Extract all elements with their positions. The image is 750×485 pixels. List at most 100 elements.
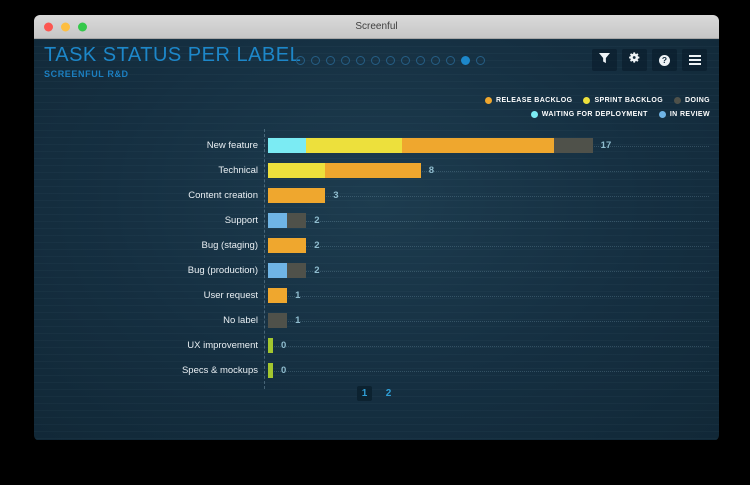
- bar-segment: [287, 263, 307, 278]
- pager-dot[interactable]: [431, 56, 440, 65]
- grid-dotline: [268, 270, 709, 272]
- bar-track: 1: [266, 283, 709, 308]
- legend-dot: [674, 97, 682, 104]
- value-label: 0: [281, 340, 287, 351]
- pager-dot[interactable]: [446, 56, 455, 65]
- bar-segment: [268, 263, 288, 278]
- legend-dot: [583, 97, 591, 104]
- legend-item: WAITING FOR DEPLOYMENT: [530, 111, 648, 118]
- bar-track: 1: [266, 308, 709, 333]
- zoom-button[interactable]: [78, 22, 87, 31]
- menu-button[interactable]: [682, 49, 707, 71]
- category-label: Bug (staging): [201, 240, 258, 251]
- bar-track: 0: [266, 333, 709, 358]
- chart-row: Bug (production) 2: [34, 258, 719, 283]
- legend-item: RELEASE BACKLOG: [485, 97, 572, 104]
- bar-segment: [401, 138, 555, 153]
- stacked-bar: [268, 138, 593, 153]
- chart-row: Technical 8: [34, 158, 719, 183]
- bar-segment: [268, 188, 326, 203]
- grid-dotline: [268, 370, 709, 372]
- bar-track: 3: [266, 183, 709, 208]
- grid-dotline: [268, 295, 709, 297]
- value-label: 2: [314, 240, 320, 251]
- page-title: TASK STATUS PER LABEL: [44, 44, 302, 66]
- value-label: 1: [295, 290, 301, 301]
- chart-row: Specs & mockups 0: [34, 358, 719, 383]
- bar-track: 2: [266, 233, 709, 258]
- category-label: Content creation: [188, 190, 258, 201]
- legend-dot: [658, 111, 666, 118]
- bar-segment: [268, 238, 307, 253]
- category-label: New feature: [206, 140, 258, 151]
- stacked-bar: [268, 338, 273, 353]
- stacked-bar: [268, 188, 326, 203]
- stacked-bar: [268, 163, 421, 178]
- chart-row: Support 2: [34, 208, 719, 233]
- value-label: 3: [333, 190, 339, 201]
- legend: RELEASE BACKLOG SPRINT BACKLOG DOING WAITI…: [485, 97, 710, 125]
- legend-item: SPRINT BACKLOG: [583, 97, 663, 104]
- bar-segment: [287, 213, 307, 228]
- pager-dot[interactable]: [341, 56, 350, 65]
- filter-icon: [599, 51, 610, 69]
- legend-label: WAITING FOR DEPLOYMENT: [541, 111, 648, 118]
- legend-row-2: WAITING FOR DEPLOYMENT IN REVIEW: [485, 111, 710, 118]
- pager-dot[interactable]: [386, 56, 395, 65]
- help-button[interactable]: ?: [652, 49, 677, 71]
- category-label: No label: [223, 315, 258, 326]
- bar-segment: [268, 163, 326, 178]
- value-label: 2: [314, 265, 320, 276]
- pager-dot[interactable]: [476, 56, 485, 65]
- bar-track: 2: [266, 208, 709, 233]
- legend-label: RELEASE BACKLOG: [496, 97, 573, 104]
- value-label: 2: [314, 215, 320, 226]
- chart-row: Content creation 3: [34, 183, 719, 208]
- grid-dotline: [268, 170, 709, 172]
- pager-dot[interactable]: [311, 56, 320, 65]
- legend-label: IN REVIEW: [669, 111, 710, 118]
- zero-marker: [268, 338, 273, 353]
- minimize-button[interactable]: [61, 22, 70, 31]
- grid-dotline: [268, 220, 709, 222]
- bar-segment: [554, 138, 593, 153]
- category-label: User request: [203, 290, 258, 301]
- axis-line: [264, 129, 265, 389]
- bar-segment: [325, 163, 421, 178]
- filter-button[interactable]: [592, 49, 617, 71]
- category-label: Specs & mockups: [181, 365, 258, 376]
- page-button[interactable]: 1: [357, 386, 372, 401]
- stacked-bar: [268, 263, 307, 278]
- pager-dot[interactable]: [371, 56, 380, 65]
- pager-dot[interactable]: [401, 56, 410, 65]
- bar-segment: [268, 138, 307, 153]
- pager-dot[interactable]: [356, 56, 365, 65]
- legend-dot: [530, 111, 538, 118]
- category-label: Bug (production): [187, 265, 258, 276]
- pager-dot[interactable]: [461, 56, 470, 65]
- stacked-bar: [268, 213, 307, 228]
- legend-row-1: RELEASE BACKLOG SPRINT BACKLOG DOING: [485, 97, 710, 104]
- legend-dot: [485, 97, 493, 104]
- grid-dotline: [268, 195, 709, 197]
- chart-row: User request 1: [34, 283, 719, 308]
- close-button[interactable]: [44, 22, 53, 31]
- stacked-bar: [268, 313, 288, 328]
- chart-row: New feature 17: [34, 133, 719, 158]
- legend-item: DOING: [674, 97, 710, 104]
- legend-label: SPRINT BACKLOG: [594, 97, 664, 104]
- grid-dotline: [268, 320, 709, 322]
- hamburger-icon: [688, 55, 701, 65]
- titlebar[interactable]: Screenful: [34, 15, 719, 39]
- pager-dot[interactable]: [326, 56, 335, 65]
- pager-dots: [296, 56, 485, 65]
- window-title: Screenful: [355, 21, 398, 32]
- bar-track: 8: [266, 158, 709, 183]
- settings-button[interactable]: [622, 49, 647, 71]
- pager-dot[interactable]: [296, 56, 305, 65]
- traffic-lights: [44, 22, 87, 31]
- page-button[interactable]: 2: [385, 388, 392, 399]
- gear-icon: [628, 51, 641, 69]
- pager-dot[interactable]: [416, 56, 425, 65]
- grid-dotline: [268, 245, 709, 247]
